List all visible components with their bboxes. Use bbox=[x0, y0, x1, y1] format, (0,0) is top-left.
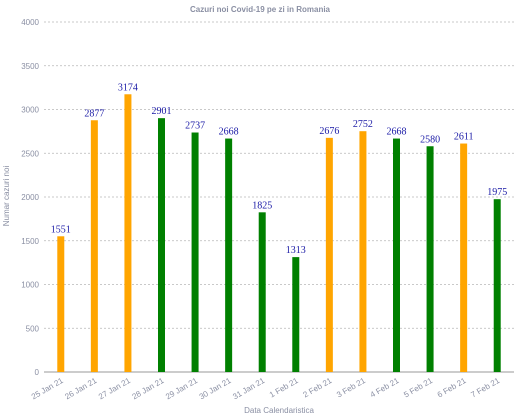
data-labels: 1551 2877 3174 2901 2737 2668 1825 1313 2676 2752… bbox=[51, 82, 507, 256]
y-axis-label: Numar cazuri noi bbox=[2, 166, 11, 227]
y-tick-label: 500 bbox=[26, 324, 40, 333]
data-label: 1313 bbox=[286, 245, 306, 256]
x-tick-label: 1 Feb 21 bbox=[268, 376, 300, 400]
data-label: 1975 bbox=[487, 187, 507, 198]
bar bbox=[493, 199, 501, 372]
x-tick-label: 28 Jan 21 bbox=[131, 376, 166, 402]
y-tick-label: 4000 bbox=[21, 18, 39, 27]
data-label: 1825 bbox=[252, 200, 272, 211]
bar bbox=[57, 236, 65, 372]
x-tick-label: 6 Feb 21 bbox=[436, 376, 468, 400]
x-tick-label: 7 Feb 21 bbox=[469, 376, 501, 400]
bar bbox=[325, 137, 333, 372]
data-label: 3174 bbox=[118, 82, 138, 93]
x-tick-label: 31 Jan 21 bbox=[231, 376, 266, 402]
bar bbox=[191, 132, 199, 372]
x-tick-label: 3 Feb 21 bbox=[335, 376, 367, 400]
data-label: 2668 bbox=[219, 127, 239, 138]
y-tick-label: 1000 bbox=[21, 281, 39, 290]
gridlines bbox=[44, 21, 514, 373]
x-tick-label: 5 Feb 21 bbox=[402, 376, 434, 400]
y-tick-label: 3500 bbox=[21, 62, 39, 71]
data-label: 2668 bbox=[387, 127, 407, 138]
bar bbox=[393, 138, 400, 372]
y-tick-label: 2000 bbox=[21, 193, 39, 202]
bar bbox=[124, 94, 132, 373]
data-label: 2737 bbox=[185, 121, 205, 132]
y-axis-ticks: 0 500 1000 1500 2000 2500 3000 3500 4000 bbox=[21, 18, 39, 377]
data-label: 2611 bbox=[454, 132, 474, 143]
x-tick-label: 4 Feb 21 bbox=[369, 376, 401, 400]
data-label: 2752 bbox=[353, 119, 373, 130]
data-label: 2676 bbox=[319, 126, 339, 137]
y-tick-label: 2500 bbox=[21, 149, 39, 158]
x-tick-label: 27 Jan 21 bbox=[97, 376, 132, 402]
y-tick-label: 1500 bbox=[21, 237, 39, 246]
bar bbox=[258, 212, 266, 372]
bar bbox=[460, 143, 468, 372]
data-label: 2877 bbox=[84, 108, 104, 119]
x-tick-label: 29 Jan 21 bbox=[164, 376, 199, 402]
bar bbox=[426, 146, 434, 372]
x-axis-label: Data Calendaristica bbox=[244, 406, 314, 415]
bar bbox=[158, 118, 165, 372]
y-tick-label: 0 bbox=[35, 368, 40, 377]
x-tick-label: 2 Feb 21 bbox=[302, 376, 334, 400]
bar bbox=[90, 120, 98, 372]
x-tick-label: 26 Jan 21 bbox=[63, 376, 98, 402]
bar bbox=[225, 138, 233, 372]
x-tick-label: 30 Jan 21 bbox=[198, 376, 233, 402]
data-label: 1551 bbox=[51, 224, 71, 235]
x-tick-label: 25 Jan 21 bbox=[30, 376, 65, 402]
bar bbox=[359, 131, 367, 372]
data-label: 2580 bbox=[420, 134, 440, 145]
y-tick-label: 3000 bbox=[21, 106, 39, 115]
chart-title: Cazuri noi Covid-19 pe zi in Romania bbox=[190, 5, 331, 14]
bar bbox=[292, 257, 300, 372]
data-label: 2901 bbox=[152, 106, 172, 117]
bars bbox=[57, 94, 501, 373]
